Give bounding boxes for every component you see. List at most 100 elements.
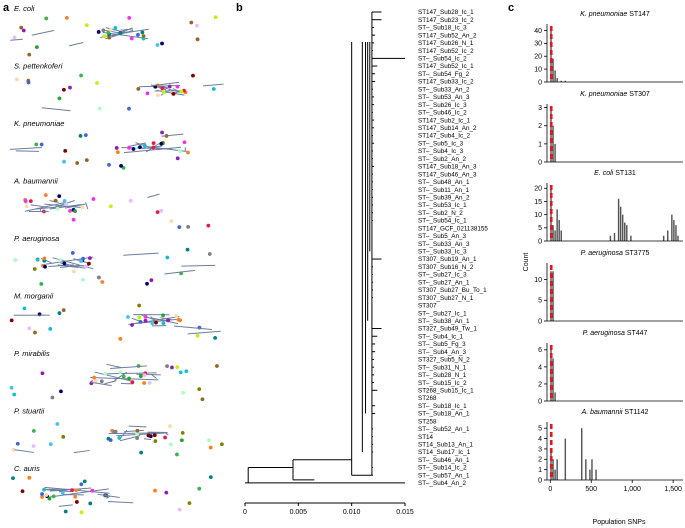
network-node — [180, 431, 185, 435]
histogram-y-tick-label: 2 — [538, 123, 542, 130]
network-edge — [147, 193, 160, 198]
network-node — [151, 145, 156, 150]
network-edge — [31, 29, 55, 36]
network-node — [130, 380, 135, 385]
tree-tip-label: ST–_Sub4_Ic_3 — [418, 148, 464, 155]
tree-tip-label: ST–_Sub11_An_1 — [418, 187, 469, 194]
histogram-bar — [671, 214, 673, 241]
network-node — [28, 199, 33, 204]
network-edge — [73, 449, 90, 454]
panel-a-networks: E. coli S. pettenkoferi K. pneumoniae A. ba… — [9, 4, 224, 515]
network-node — [118, 31, 123, 35]
histogram-bar — [554, 143, 556, 162]
network-node — [40, 495, 45, 499]
network-node — [81, 256, 86, 261]
network-edge — [128, 316, 180, 325]
histogram-bar — [673, 219, 675, 241]
network-node — [187, 501, 192, 506]
tree-tip-label: ST–_Sub33_An_3 — [418, 241, 470, 248]
network-edge — [52, 488, 56, 491]
tree-tip-label: ST307 — [418, 303, 437, 310]
histogram-bar — [591, 459, 593, 480]
network-node — [177, 507, 182, 512]
histogram-title: P. aeruginosa ST3775 — [581, 250, 650, 257]
network-node — [55, 206, 60, 211]
species-label: E. coli — [14, 4, 35, 13]
network-edge — [9, 147, 42, 150]
tree-x-tick-label: 0.010 — [343, 509, 361, 516]
network-node — [137, 315, 142, 320]
histogram-y-label: Count — [523, 253, 530, 272]
tree-tip-label: ST147_Sub52_Ic_2 — [418, 48, 474, 55]
histogram-title: P. aeruginosa ST447 — [583, 330, 648, 337]
network-node — [40, 371, 45, 376]
network-node — [81, 277, 86, 282]
network-node — [200, 397, 205, 402]
histogram-bar — [662, 235, 665, 241]
tree-tip-label: ST–_Sub31_N_1 — [418, 364, 467, 371]
network-node — [79, 482, 84, 487]
histogram-bar — [609, 235, 612, 241]
tree-tip-label: ST–_Sub18_An_1 — [418, 411, 470, 418]
histogram-bar — [626, 225, 628, 241]
histogram-y-tick-label: 30 — [534, 41, 542, 48]
network-node — [97, 275, 101, 280]
network-edge — [181, 264, 216, 267]
network-node — [165, 364, 169, 369]
network-edge — [114, 371, 128, 381]
network-node — [164, 490, 169, 495]
network-node — [154, 320, 158, 325]
network-node — [127, 16, 132, 20]
network-node — [108, 204, 113, 209]
network-node — [61, 434, 66, 439]
tree-tip-label: ST–_Sub5_Ic_3 — [418, 140, 464, 147]
network-node — [61, 87, 66, 92]
network-edge — [143, 438, 152, 440]
network-edge — [24, 201, 66, 212]
network-node — [27, 326, 32, 331]
histogram-bar — [552, 459, 554, 480]
histogram-y-tick-label: 10 — [534, 212, 542, 219]
network-node — [62, 159, 66, 164]
network-node — [22, 306, 27, 311]
network-edge — [123, 252, 159, 256]
species-label: C. auris — [14, 464, 40, 473]
network-node — [118, 336, 123, 341]
histogram-y-tick-label: 0 — [538, 477, 542, 484]
network-edge — [60, 264, 79, 268]
network-node — [145, 91, 150, 96]
network-node — [44, 16, 49, 21]
network-node — [127, 145, 131, 150]
network-node — [147, 380, 152, 385]
network-node — [169, 219, 174, 224]
tree-tip-label: ST147_Sub33_Ic_2 — [418, 79, 474, 86]
network-node — [152, 433, 157, 438]
tree-tip-label: ST–_Sub48_An_1 — [418, 179, 470, 186]
network-node — [141, 34, 146, 38]
network-node — [131, 147, 136, 151]
network-node — [62, 199, 67, 203]
network-edge — [120, 29, 127, 32]
network-node — [126, 315, 130, 319]
histogram-bar — [589, 469, 591, 480]
histogram-bar — [581, 428, 583, 480]
histogram-bar — [554, 230, 556, 241]
network-node — [34, 45, 39, 50]
network-node — [136, 87, 141, 91]
network-edge — [49, 203, 82, 210]
network-node — [215, 364, 219, 368]
network-node — [99, 379, 104, 384]
network-node — [20, 489, 25, 494]
network-node — [197, 486, 202, 491]
network-node — [31, 444, 36, 448]
histogram-bar — [630, 235, 632, 241]
network-node — [153, 488, 157, 493]
network-node — [175, 84, 180, 89]
tree-tip-label: ST–_Sub57_An_1 — [418, 472, 470, 479]
network-node — [179, 438, 184, 443]
network-node — [57, 194, 62, 199]
tree-tip-label: ST–_Sub18_Ic_3 — [418, 25, 467, 32]
network-node — [64, 16, 69, 20]
network-node — [73, 494, 78, 499]
network-node — [129, 36, 134, 41]
